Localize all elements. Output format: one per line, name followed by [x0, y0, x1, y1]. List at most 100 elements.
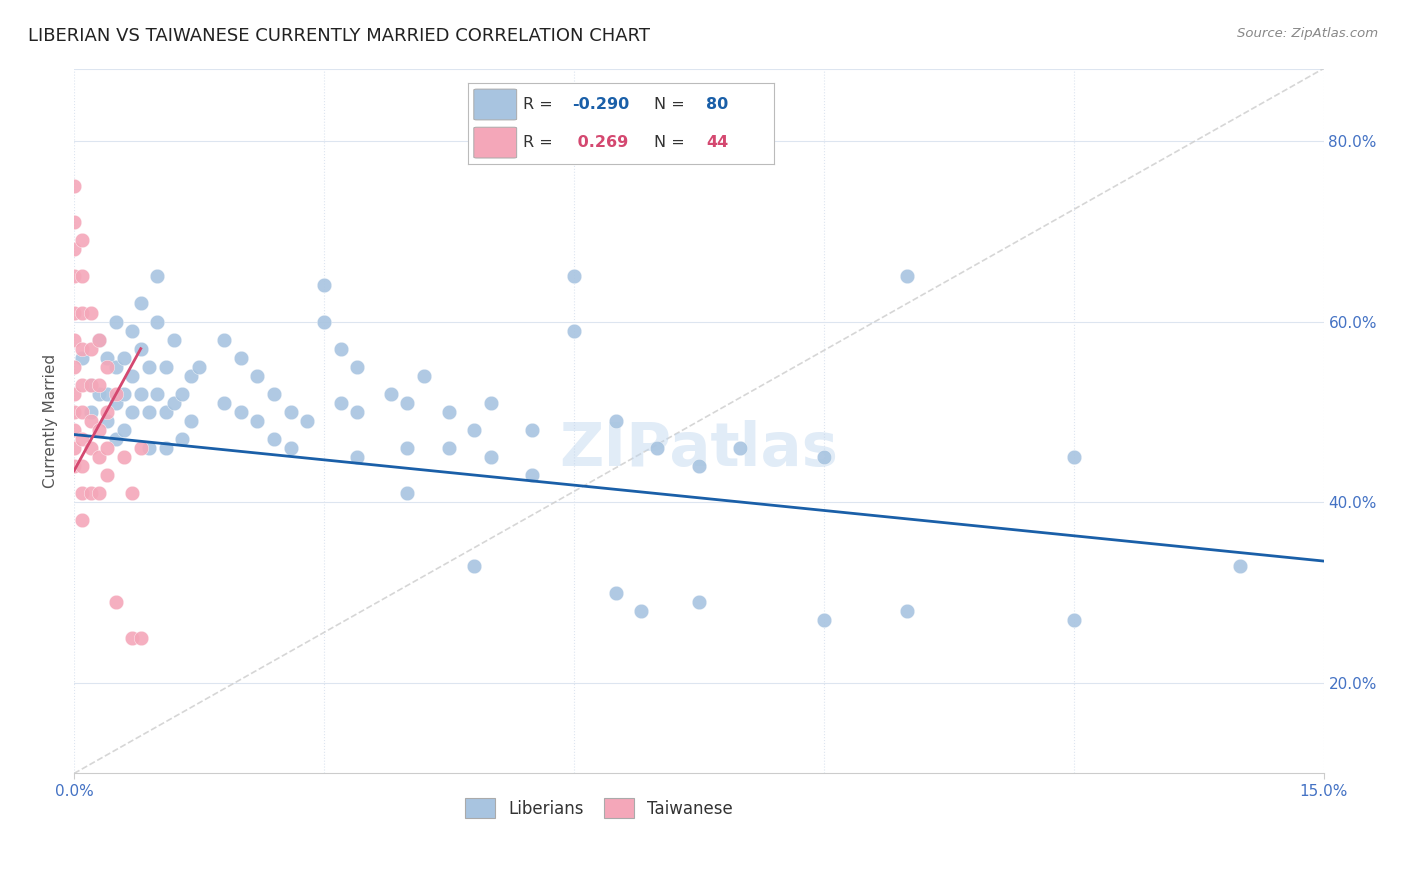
- Point: [155, 405, 177, 419]
- Point: [562, 324, 585, 338]
- Point: [605, 414, 627, 428]
- Point: [87, 450, 110, 464]
- Point: [121, 368, 143, 383]
- Point: [72, 405, 94, 419]
- Point: [63, 387, 86, 401]
- Legend: Liberians, Taiwanese: Liberians, Taiwanese: [458, 791, 740, 825]
- Point: [87, 486, 110, 500]
- Point: [437, 441, 460, 455]
- Point: [688, 459, 710, 474]
- Point: [80, 486, 103, 500]
- Point: [72, 432, 94, 446]
- Point: [280, 405, 302, 419]
- Point: [180, 368, 202, 383]
- Point: [280, 441, 302, 455]
- Point: [72, 233, 94, 247]
- Point: [129, 387, 152, 401]
- Point: [1229, 558, 1251, 573]
- Point: [730, 441, 752, 455]
- Point: [312, 314, 335, 328]
- Point: [80, 441, 103, 455]
- Point: [246, 414, 269, 428]
- Text: ZIPatlas: ZIPatlas: [560, 419, 838, 479]
- Point: [463, 423, 485, 437]
- Point: [346, 359, 368, 374]
- Point: [104, 432, 127, 446]
- Point: [163, 396, 186, 410]
- Point: [80, 377, 103, 392]
- Point: [87, 423, 110, 437]
- Point: [104, 387, 127, 401]
- Point: [80, 377, 103, 392]
- Point: [129, 342, 152, 356]
- Point: [329, 342, 352, 356]
- Text: Source: ZipAtlas.com: Source: ZipAtlas.com: [1237, 27, 1378, 40]
- Point: [129, 296, 152, 310]
- Point: [72, 269, 94, 284]
- Point: [138, 441, 160, 455]
- Point: [346, 405, 368, 419]
- Point: [346, 450, 368, 464]
- Point: [63, 242, 86, 256]
- Point: [437, 405, 460, 419]
- Point: [63, 269, 86, 284]
- Point: [112, 351, 135, 365]
- Point: [172, 432, 194, 446]
- Point: [630, 604, 652, 618]
- Point: [212, 396, 235, 410]
- Point: [329, 396, 352, 410]
- Point: [229, 351, 252, 365]
- Point: [688, 595, 710, 609]
- Point: [896, 604, 918, 618]
- Text: LIBERIAN VS TAIWANESE CURRENTLY MARRIED CORRELATION CHART: LIBERIAN VS TAIWANESE CURRENTLY MARRIED …: [28, 27, 650, 45]
- Point: [396, 486, 419, 500]
- Point: [180, 414, 202, 428]
- Point: [63, 179, 86, 194]
- Point: [146, 269, 169, 284]
- Point: [72, 459, 94, 474]
- Point: [155, 441, 177, 455]
- Point: [112, 387, 135, 401]
- Point: [813, 450, 835, 464]
- Point: [87, 377, 110, 392]
- Point: [212, 333, 235, 347]
- Point: [605, 585, 627, 599]
- Point: [121, 405, 143, 419]
- Point: [138, 359, 160, 374]
- Point: [121, 486, 143, 500]
- Point: [163, 333, 186, 347]
- Point: [479, 396, 502, 410]
- Point: [96, 405, 118, 419]
- Point: [229, 405, 252, 419]
- Point: [63, 333, 86, 347]
- Point: [72, 486, 94, 500]
- Point: [104, 595, 127, 609]
- Point: [463, 558, 485, 573]
- Point: [263, 432, 285, 446]
- Point: [645, 441, 668, 455]
- Point: [155, 359, 177, 374]
- Point: [72, 342, 94, 356]
- Point: [297, 414, 319, 428]
- Point: [96, 359, 118, 374]
- Point: [129, 441, 152, 455]
- Point: [80, 405, 103, 419]
- Point: [96, 468, 118, 483]
- Point: [380, 387, 402, 401]
- Point: [112, 450, 135, 464]
- Point: [96, 414, 118, 428]
- Point: [87, 333, 110, 347]
- Point: [87, 333, 110, 347]
- Point: [263, 387, 285, 401]
- Point: [72, 377, 94, 392]
- Point: [413, 368, 436, 383]
- Point: [479, 450, 502, 464]
- Point: [562, 269, 585, 284]
- Point: [396, 396, 419, 410]
- Point: [146, 314, 169, 328]
- Point: [80, 305, 103, 319]
- Point: [121, 631, 143, 645]
- Point: [896, 269, 918, 284]
- Point: [63, 459, 86, 474]
- Point: [312, 278, 335, 293]
